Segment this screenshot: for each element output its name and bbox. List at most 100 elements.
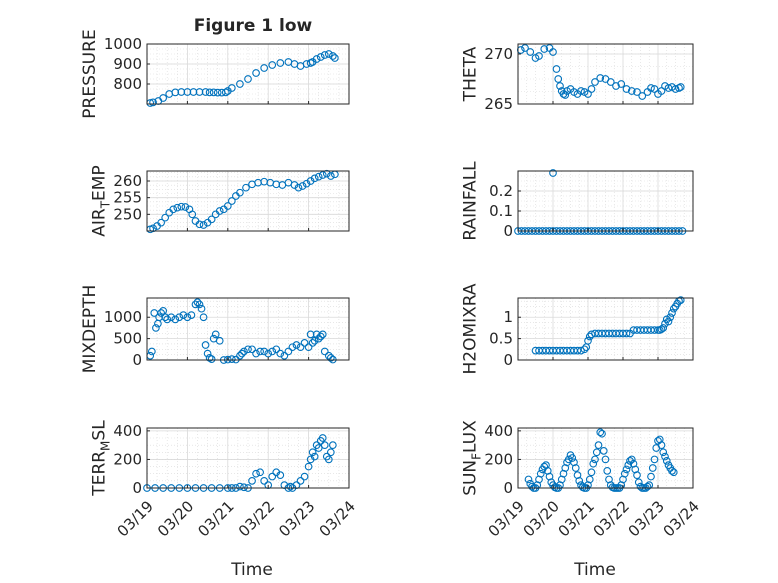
data-point [300, 339, 309, 347]
data-point [627, 87, 636, 95]
data-point [580, 345, 589, 354]
data-point [535, 52, 543, 60]
data-point [167, 313, 176, 322]
subplot-h2omixra: 0 0.5 1 H2OMIXRA [461, 283, 694, 375]
y-tick-label: 1000 [104, 35, 142, 53]
x-tick-label: 03/21 [555, 497, 598, 540]
y-tick-label: 900 [113, 55, 142, 73]
data-point [252, 69, 260, 77]
data-point [577, 346, 585, 355]
data-point [326, 354, 335, 362]
x-tick-label: 03/21 [194, 497, 237, 540]
data-point [587, 85, 596, 93]
data-point [612, 82, 620, 90]
y-tick-label: 0.2 [489, 182, 513, 200]
data-point [236, 80, 244, 88]
data-point [585, 475, 594, 484]
data-point [575, 477, 584, 485]
data-point [300, 472, 309, 481]
data-point [601, 455, 610, 464]
data-point [193, 298, 202, 307]
data-point [149, 98, 157, 107]
data-point [599, 447, 608, 455]
data-point [617, 80, 626, 88]
y-tick-label: 0 [503, 351, 513, 369]
y-axis-label: SUNFLUX [461, 420, 484, 496]
data-point [622, 465, 631, 474]
y-tick-label: 1000 [104, 308, 142, 326]
y-axis-label: PRESSURE [80, 29, 100, 118]
data-point [169, 205, 178, 214]
y-axis-label: RAINFALL [461, 161, 481, 241]
data-point [318, 171, 327, 179]
data-point [554, 75, 563, 83]
data-point [191, 300, 200, 309]
data-point [676, 296, 685, 304]
data-point [256, 468, 264, 477]
data-point [242, 183, 250, 192]
data-point [521, 44, 529, 52]
axes-box [517, 170, 694, 232]
data-point [552, 65, 561, 73]
data-point [268, 61, 277, 69]
data-point [290, 181, 299, 189]
data-point [280, 351, 289, 360]
data-point [256, 347, 264, 356]
data-point [669, 304, 678, 313]
axes-box [146, 427, 350, 489]
data-point [328, 52, 337, 60]
data-point [175, 313, 184, 322]
data-point [296, 477, 305, 485]
x-tick-label: 03/20 [154, 497, 197, 540]
data-point [244, 75, 252, 83]
data-point [659, 324, 668, 332]
data-point [223, 202, 232, 210]
data-point [573, 346, 582, 355]
data-point [603, 467, 612, 475]
data-point [671, 85, 680, 93]
data-point [676, 83, 685, 91]
y-axis-label: MIXDEPTH [80, 285, 100, 374]
data-point [238, 349, 246, 358]
data-point [149, 224, 157, 233]
data-point [248, 345, 256, 354]
y-axis-label: AIRTEMP [90, 165, 113, 236]
data-point [272, 345, 281, 354]
y-tick-label: 400 [113, 422, 142, 440]
y-tick-label: 0.5 [489, 330, 513, 348]
data-point [549, 169, 557, 177]
y-tick-label: 0 [132, 351, 142, 369]
data-point [606, 78, 615, 86]
data-point [188, 210, 197, 219]
x-tick-label: 03/24 [660, 497, 703, 540]
y-tick-label: 0 [503, 222, 513, 240]
data-point [179, 311, 188, 319]
data-point [584, 90, 592, 98]
data-point [598, 429, 606, 438]
data-point [633, 471, 641, 479]
data-point [528, 482, 536, 491]
data-point [594, 441, 603, 449]
data-point [177, 202, 186, 211]
data-point [207, 215, 216, 224]
data-point [288, 343, 297, 352]
data-point [328, 441, 337, 449]
data-point [659, 448, 668, 457]
data-point [320, 51, 329, 59]
data-point [669, 468, 678, 477]
data-point [213, 88, 222, 97]
data-point [657, 441, 666, 449]
data-point [634, 478, 643, 487]
data-point [627, 455, 636, 464]
data-point [324, 455, 333, 464]
data-point [326, 172, 335, 180]
data-point [650, 455, 659, 464]
data-point [199, 221, 208, 229]
data-point [197, 304, 206, 313]
y-tick-label: 200 [484, 450, 513, 468]
data-point [310, 452, 319, 461]
